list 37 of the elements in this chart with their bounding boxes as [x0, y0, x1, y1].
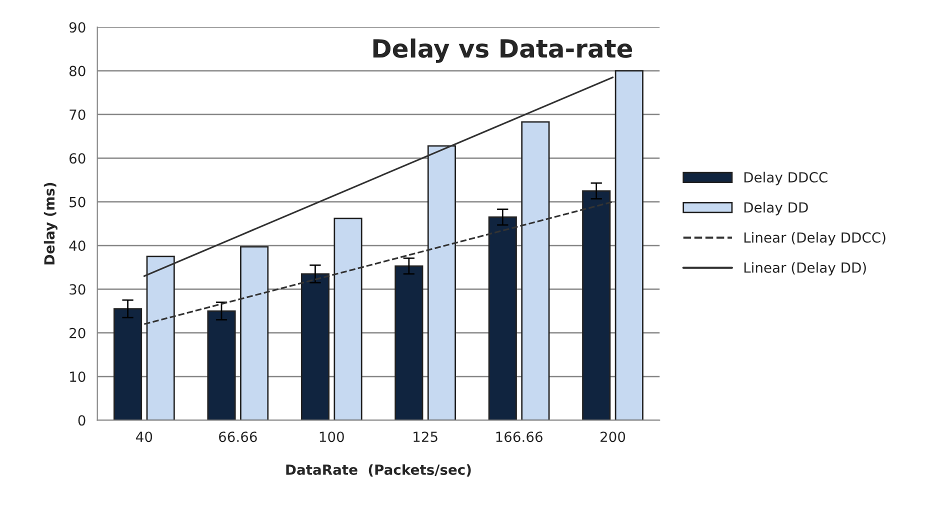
y-tick-label: 60 [70, 153, 86, 164]
bar [394, 265, 424, 420]
bar [427, 145, 456, 420]
legend-label: Linear (Delay DD) [744, 262, 866, 276]
legend-label: Linear (Delay DDCC) [744, 232, 886, 246]
bar [146, 256, 175, 420]
bar [240, 246, 269, 420]
x-tick-label: 125 [414, 432, 438, 442]
legend-label: Delay DD [744, 202, 808, 216]
y-tick-label: 80 [69, 66, 86, 76]
bar [114, 308, 142, 420]
y-tick-label: 30 [70, 284, 86, 295]
bar [334, 218, 362, 420]
bar [582, 190, 611, 420]
y-tick-label: 90 [69, 22, 86, 33]
bar [300, 273, 330, 420]
y-tick-label: 10 [70, 372, 86, 382]
bar [521, 121, 550, 420]
bar [614, 70, 644, 420]
line-series [143, 76, 614, 277]
line-series [143, 201, 614, 325]
legend-label: Delay DDCC [744, 172, 828, 186]
y-tick-label: 0 [78, 415, 86, 426]
x-axis-title: DataRate (Packets/sec) [286, 464, 471, 477]
y-tick-label: 20 [70, 328, 86, 338]
y-tick-label: 40 [69, 240, 86, 251]
x-tick-label: 100 [320, 432, 344, 442]
bar [488, 216, 517, 420]
x-tick-label: 40 [136, 432, 152, 442]
y-axis-title: Delay (ms) [44, 182, 58, 264]
x-tick-label: 166.66 [496, 432, 542, 442]
y-tick-label: 70 [70, 109, 86, 120]
x-tick-label: 66.66 [218, 432, 257, 442]
chart-title: Delay vs Data-rate [373, 38, 632, 63]
x-tick-label: 200 [600, 432, 626, 442]
bar [207, 310, 236, 420]
y-tick-label: 50 [70, 196, 86, 208]
